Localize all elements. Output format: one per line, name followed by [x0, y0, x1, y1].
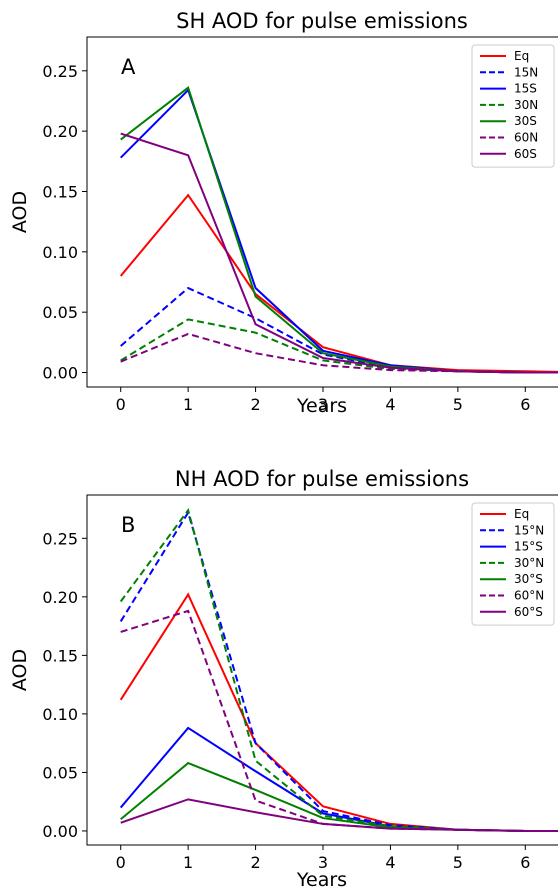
x-tick-label: 0 — [116, 395, 126, 414]
y-tick-label: 0.10 — [42, 243, 78, 262]
panel-a: SH AOD for pulse emissions A Years AOD 0… — [9, 9, 558, 417]
legend-label: 30S — [514, 114, 537, 128]
x-tick-label: 3 — [318, 853, 328, 872]
legend-label: 30N — [514, 98, 538, 112]
panel-b-axes: 0.00 0.05 0.10 0.15 0.20 0.25 0 1 2 3 4 5 6 — [42, 529, 530, 872]
x-tick-label: 4 — [385, 395, 395, 414]
series-line — [120, 609, 558, 832]
series-line — [119, 193, 558, 373]
panel-b-legend: Eq 15°N 15°S 30°N 30°S 60°N 60°S — [471, 502, 555, 626]
y-tick-label: 0.20 — [42, 588, 78, 607]
panel-b-letter: B — [121, 513, 135, 537]
legend-box — [471, 44, 555, 168]
legend-label: 60°S — [514, 605, 543, 619]
legend-label: 30°S — [514, 572, 543, 586]
y-tick-label: 0.25 — [42, 529, 78, 548]
x-tick-label: 2 — [250, 853, 260, 872]
panel-a-series — [119, 86, 558, 374]
panel-a-axes: 0.00 0.05 0.10 0.15 0.20 0.25 0 1 2 3 4 5 6 — [42, 62, 530, 414]
legend-label: Eq — [514, 507, 529, 521]
x-tick-label: 1 — [183, 395, 193, 414]
panel-a-xlabel: Years — [296, 395, 347, 417]
series-line — [119, 726, 558, 832]
x-tick-label: 3 — [318, 395, 328, 414]
y-tick-label: 0.05 — [42, 763, 78, 782]
panel-b-series — [119, 507, 558, 832]
panel-a-legend: Eq 15N 15S 30N 30S 60N 60S — [471, 44, 555, 168]
series-line — [120, 761, 558, 832]
legend-label: 15S — [514, 82, 537, 96]
panel-b: NH AOD for pulse emissions B Years AOD 0… — [9, 467, 558, 891]
y-tick-label: 0.05 — [42, 303, 78, 322]
legend-label: 15°N — [514, 523, 544, 537]
panel-b-title: NH AOD for pulse emissions — [175, 467, 469, 491]
x-tick-label: 4 — [385, 853, 395, 872]
x-tick-label: 5 — [453, 853, 463, 872]
series-line — [120, 318, 558, 374]
legend-label: 60N — [514, 131, 538, 145]
y-tick-label: 0.20 — [42, 122, 78, 141]
panel-b-ylabel: AOD — [9, 649, 31, 691]
panel-b-xlabel: Years — [296, 869, 347, 891]
y-tick-label: 0.10 — [42, 705, 78, 724]
panel-a-ylabel: AOD — [9, 191, 31, 233]
legend-label: 15N — [514, 65, 538, 79]
legend-label: 30°N — [514, 556, 544, 570]
x-tick-label: 6 — [520, 853, 530, 872]
y-tick-label: 0.25 — [42, 62, 78, 81]
y-tick-label: 0.00 — [42, 364, 78, 383]
y-tick-label: 0.15 — [42, 182, 78, 201]
legend-label: 60S — [514, 147, 537, 161]
legend-label: 60°N — [514, 589, 544, 603]
x-tick-label: 2 — [250, 395, 260, 414]
panel-a-title: SH AOD for pulse emissions — [176, 9, 468, 33]
x-tick-label: 1 — [183, 853, 193, 872]
series-line — [120, 332, 558, 374]
x-tick-label: 5 — [453, 395, 463, 414]
x-tick-label: 6 — [520, 395, 530, 414]
series-line — [119, 592, 558, 832]
legend-label: Eq — [514, 49, 529, 63]
legend-label: 15°S — [514, 540, 543, 554]
x-tick-label: 0 — [116, 853, 126, 872]
series-line — [120, 798, 558, 832]
y-tick-label: 0.15 — [42, 646, 78, 665]
series-line — [120, 132, 558, 374]
panel-a-letter: A — [121, 55, 136, 79]
y-tick-label: 0.00 — [42, 822, 78, 841]
